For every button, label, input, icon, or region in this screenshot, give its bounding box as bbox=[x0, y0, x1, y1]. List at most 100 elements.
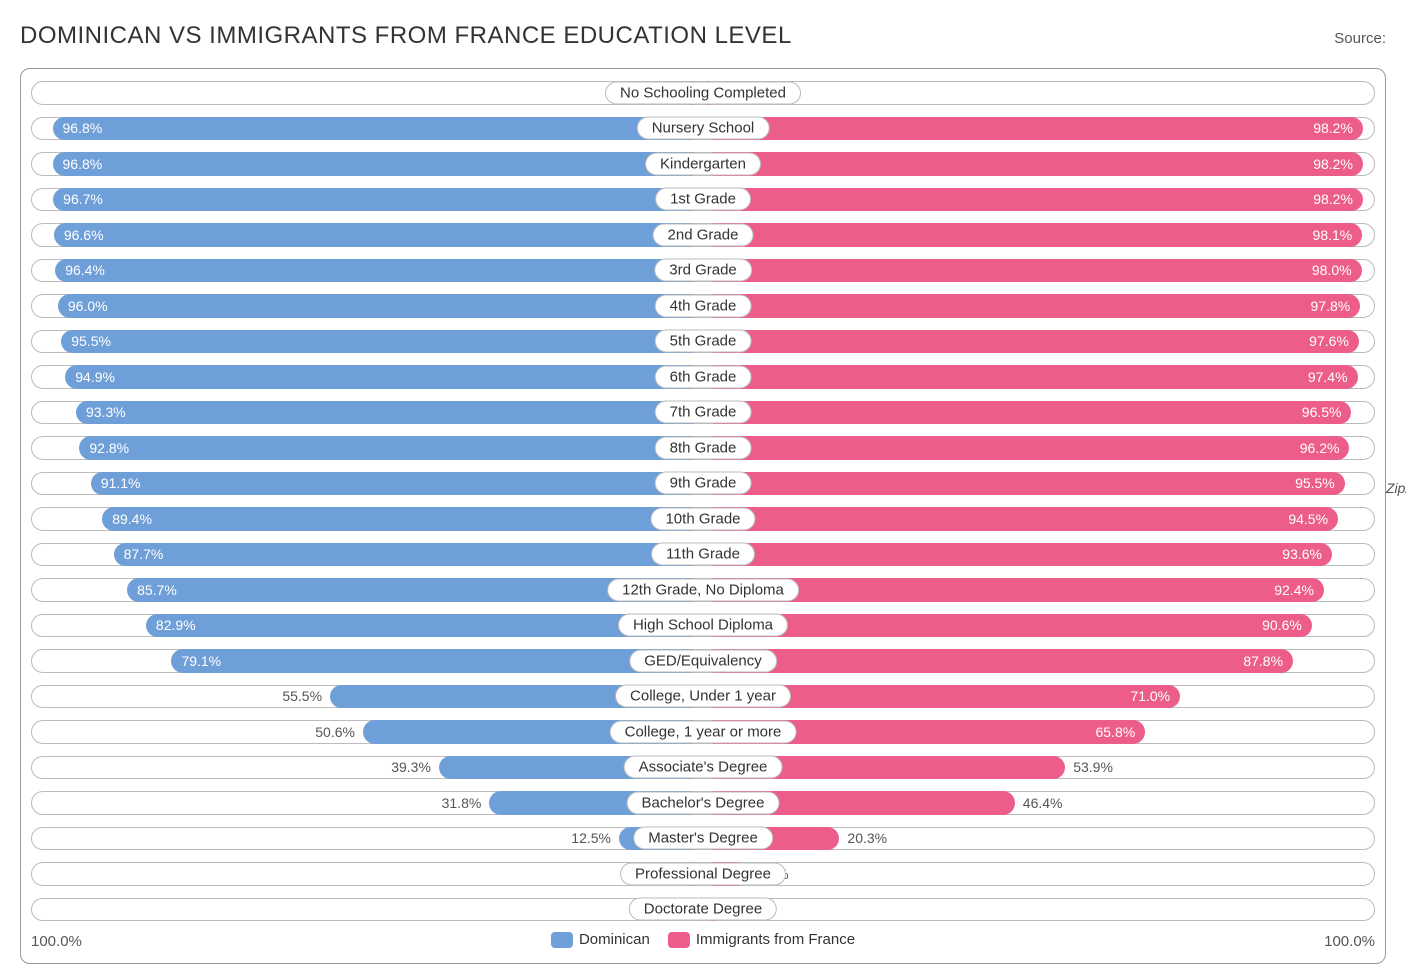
bar-right bbox=[703, 188, 1363, 212]
chart-row: 87.7%93.6%11th Grade bbox=[31, 539, 1375, 571]
bar-left bbox=[55, 259, 703, 283]
chart-row: 94.9% 97.4% 6th Grade bbox=[31, 361, 1375, 393]
row-right-half: 96.5% bbox=[703, 401, 1375, 425]
chart-row: 96.7%98.2%1st Grade bbox=[31, 184, 1375, 216]
row-left-half: 96.6% bbox=[31, 223, 703, 247]
bar-right bbox=[703, 365, 1358, 389]
row-right-half: 90.6% bbox=[703, 614, 1375, 638]
category-label: Kindergarten bbox=[645, 152, 761, 175]
row-right-half: 97.8% bbox=[703, 294, 1375, 318]
bar-left bbox=[102, 507, 703, 531]
value-left: 79.1% bbox=[181, 653, 221, 669]
row-left-half: 55.5% bbox=[31, 685, 703, 709]
value-left: 87.7% bbox=[124, 546, 164, 562]
bar-right bbox=[703, 401, 1351, 425]
value-left: 85.7% bbox=[137, 582, 177, 598]
row-left-half: 50.6% bbox=[31, 720, 703, 744]
chart-row: 82.9%90.6%High School Diploma bbox=[31, 610, 1375, 642]
row-right-half: 95.5% bbox=[703, 472, 1375, 496]
row-left-half: 79.1% bbox=[31, 649, 703, 673]
row-left-half: 39.3% bbox=[31, 756, 703, 780]
bar-right bbox=[703, 614, 1312, 638]
row-right-half: 46.4% bbox=[703, 791, 1375, 815]
legend-label-right: Immigrants from France bbox=[696, 931, 855, 948]
value-right: 71.0% bbox=[1130, 688, 1170, 704]
bar-left bbox=[58, 294, 703, 318]
chart-row: 96.8%98.2%Kindergarten bbox=[31, 148, 1375, 180]
chart-row: 12.5%20.3%Master's Degree bbox=[31, 823, 1375, 855]
value-right: 97.8% bbox=[1311, 298, 1351, 314]
value-right: 98.2% bbox=[1313, 191, 1353, 207]
legend-item-right: Immigrants from France bbox=[668, 931, 855, 948]
category-label: 11th Grade bbox=[651, 543, 755, 566]
category-label: 10th Grade bbox=[650, 507, 755, 530]
value-left: 96.7% bbox=[63, 191, 103, 207]
row-right-half: 97.4% bbox=[703, 365, 1375, 389]
chart-legend: Dominican Immigrants from France bbox=[551, 931, 855, 948]
bar-left bbox=[76, 401, 703, 425]
row-left-half: 3.5% bbox=[31, 862, 703, 886]
value-left: 95.5% bbox=[71, 333, 111, 349]
axis-left-label: 100.0% bbox=[31, 933, 82, 950]
bar-right bbox=[703, 649, 1293, 673]
category-label: Bachelor's Degree bbox=[627, 791, 780, 814]
chart-row: 96.0%97.8%4th Grade bbox=[31, 290, 1375, 322]
legend-swatch-left bbox=[551, 932, 573, 948]
chart-row: 96.4%98.0%3rd Grade bbox=[31, 255, 1375, 287]
chart-row: 31.8%46.4%Bachelor's Degree bbox=[31, 787, 1375, 819]
row-right-half: 98.0% bbox=[703, 259, 1375, 283]
row-left-half: 96.0% bbox=[31, 294, 703, 318]
category-label: Associate's Degree bbox=[624, 756, 783, 779]
row-left-half: 94.9% bbox=[31, 365, 703, 389]
value-right: 98.0% bbox=[1312, 262, 1352, 278]
chart-footer: 100.0% Dominican Immigrants from France … bbox=[31, 929, 1375, 957]
chart-row: 91.1%95.5%9th Grade bbox=[31, 468, 1375, 500]
chart-row: 3.2%1.8%No Schooling Completed bbox=[31, 77, 1375, 109]
row-left-half: 95.5% bbox=[31, 330, 703, 354]
category-label: 7th Grade bbox=[655, 401, 752, 424]
bar-right bbox=[703, 294, 1360, 318]
bar-right bbox=[703, 507, 1338, 531]
value-left: 94.9% bbox=[75, 369, 115, 385]
value-right: 87.8% bbox=[1243, 653, 1283, 669]
value-right: 98.2% bbox=[1313, 120, 1353, 136]
row-right-half: 94.5% bbox=[703, 507, 1375, 531]
bar-left bbox=[53, 152, 703, 176]
category-label: Nursery School bbox=[637, 117, 770, 140]
category-label: 6th Grade bbox=[655, 365, 752, 388]
bar-left bbox=[61, 330, 703, 354]
value-left: 92.8% bbox=[89, 440, 129, 456]
value-right: 53.9% bbox=[1073, 759, 1113, 775]
value-left: 93.3% bbox=[86, 404, 126, 420]
row-right-half: 53.9% bbox=[703, 756, 1375, 780]
value-right: 92.4% bbox=[1274, 582, 1314, 598]
chart-header: DOMINICAN VS IMMIGRANTS FROM FRANCE EDUC… bbox=[20, 22, 1386, 50]
bar-right bbox=[703, 259, 1362, 283]
row-left-half: 96.8% bbox=[31, 152, 703, 176]
bar-left bbox=[53, 117, 703, 141]
source-value: ZipAtlas.com bbox=[1386, 480, 1406, 496]
value-right: 96.5% bbox=[1302, 404, 1342, 420]
row-right-half: 96.2% bbox=[703, 436, 1375, 460]
chart-row: 85.7%92.4%12th Grade, No Diploma bbox=[31, 574, 1375, 606]
value-right: 94.5% bbox=[1288, 511, 1328, 527]
bar-right bbox=[703, 152, 1363, 176]
row-right-half: 2.9% bbox=[703, 898, 1375, 922]
row-left-half: 92.8% bbox=[31, 436, 703, 460]
category-label: Doctorate Degree bbox=[629, 898, 777, 921]
chart-row: 93.3% 96.5% 7th Grade bbox=[31, 397, 1375, 429]
bar-right bbox=[703, 223, 1362, 247]
value-left: 96.8% bbox=[63, 156, 103, 172]
chart-row: 55.5%71.0%College, Under 1 year bbox=[31, 681, 1375, 713]
value-right: 65.8% bbox=[1095, 724, 1135, 740]
chart-row: 50.6%65.8%College, 1 year or more bbox=[31, 716, 1375, 748]
bar-left bbox=[91, 472, 703, 496]
bar-left bbox=[54, 223, 703, 247]
axis-right-label: 100.0% bbox=[1324, 933, 1375, 950]
value-right: 97.4% bbox=[1308, 369, 1348, 385]
chart-row: 79.1%87.8%GED/Equivalency bbox=[31, 645, 1375, 677]
value-left: 96.8% bbox=[63, 120, 103, 136]
bar-right bbox=[703, 117, 1363, 141]
value-left: 96.4% bbox=[65, 262, 105, 278]
value-left: 89.4% bbox=[112, 511, 152, 527]
